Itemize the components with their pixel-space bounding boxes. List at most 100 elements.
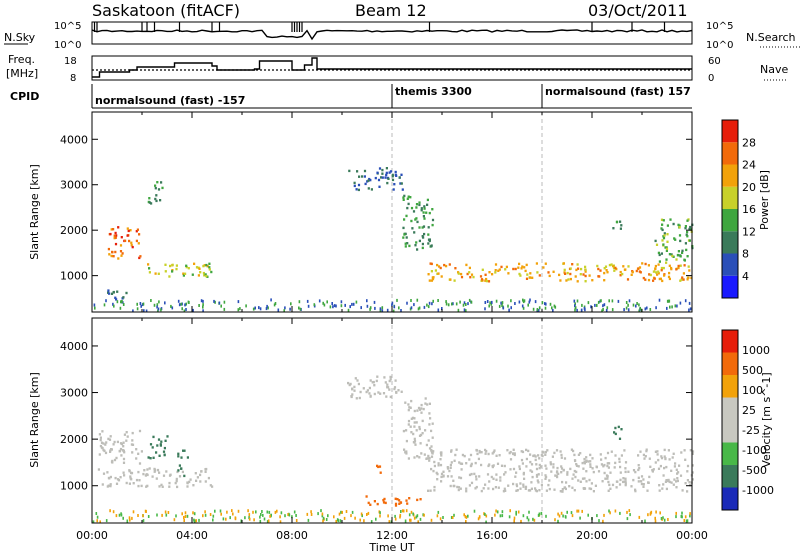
echo-cell [676,304,678,308]
echo-cell [321,514,324,518]
echo-cell [647,264,650,267]
echo-cell [440,275,443,278]
echo-cell [538,274,541,277]
near-range-echoes [93,298,692,313]
echo-cell [515,510,517,514]
echo-cell [340,300,343,304]
echo-cell [376,375,379,378]
echo-cell [637,480,640,483]
echo-cell [332,305,334,309]
echo-cell [408,497,411,500]
echo-cell [237,308,240,312]
echo-cell [620,454,623,457]
echo-cell [538,512,541,516]
beam-title: Beam 12 [355,1,427,20]
echo-cell [410,510,413,514]
echo-cell [153,467,156,471]
echo-cell [678,464,681,467]
echo-cell [628,299,631,303]
echo-cell [412,512,414,516]
echo-cell [619,478,622,482]
echo-cell [478,515,481,519]
echo-cell [515,484,519,488]
echo-cell [410,417,413,420]
echo-cell [615,220,619,224]
echo-cell [418,203,421,207]
echo-cell [339,519,342,523]
echo-cell [640,480,643,483]
echo-cell [140,450,143,453]
x-tick-label: 12:00 [376,529,408,542]
echo-cell [195,479,198,482]
echo-cell [460,275,464,279]
echo-cell [465,263,468,267]
echo-cell [370,188,373,191]
echo-cell [660,218,664,221]
echo-cell [544,450,547,454]
echo-cell [437,272,440,275]
echo-cell [663,518,666,522]
echo-cell [202,309,204,313]
echo-cell [351,510,354,514]
echo-cell [620,428,623,431]
echo-cell [398,176,401,179]
echo-cell [492,487,495,491]
echo-cell [229,516,231,520]
echo-cell [367,511,370,515]
echo-cell [421,419,424,423]
echo-cell [591,279,594,282]
echo-cell [675,468,678,471]
echo-cell [602,465,605,468]
noise-trace [91,29,693,41]
x-tick-label: 20:00 [576,529,608,542]
echo-cell [247,509,249,513]
echo-cell [584,270,587,273]
echo-cell [538,457,541,460]
echo-cell [564,272,567,275]
echo-cell [125,439,128,442]
echo-cell [174,481,177,485]
echo-cell [148,467,151,470]
colorbar-swatch [722,397,738,420]
cpid-label: CPID [10,90,39,103]
echo-cell [534,489,537,492]
echo-cell [665,465,668,469]
echo-cell [519,487,522,490]
echo-cell [340,510,342,514]
echo-cell [467,302,469,306]
colorbar-swatch [722,186,738,209]
echo-cell [548,274,551,278]
echo-cell [105,299,107,303]
echo-cell [615,486,618,489]
echo-cell [423,305,426,309]
echo-cell [366,304,369,308]
echo-cell [453,513,455,517]
echo-cell [569,267,572,270]
echo-cell [407,423,410,426]
echo-cell [624,483,627,487]
echo-cell [350,514,352,518]
echo-cell [689,225,692,229]
echo-cell [587,460,590,463]
echo-cell [637,464,640,467]
echo-cell [136,307,139,311]
echo-cell [186,485,189,488]
echo-cell [360,512,363,516]
echo-cell [514,475,517,478]
echo-cell [674,238,677,241]
echo-cell [113,234,116,237]
echo-cell [529,272,532,275]
echo-cell [389,170,393,173]
echo-cell [691,478,694,481]
echo-cell [209,513,212,516]
echo-cell [500,464,504,467]
echo-cell [451,516,454,519]
echo-cell [165,470,168,473]
echo-cell [655,271,658,274]
echo-cell [589,463,592,466]
echo-cell [684,458,687,461]
echo-cell [621,272,624,276]
freq-right-tick-high: 60 [708,56,721,67]
echo-cell [350,395,353,398]
echo-cell [192,308,194,312]
